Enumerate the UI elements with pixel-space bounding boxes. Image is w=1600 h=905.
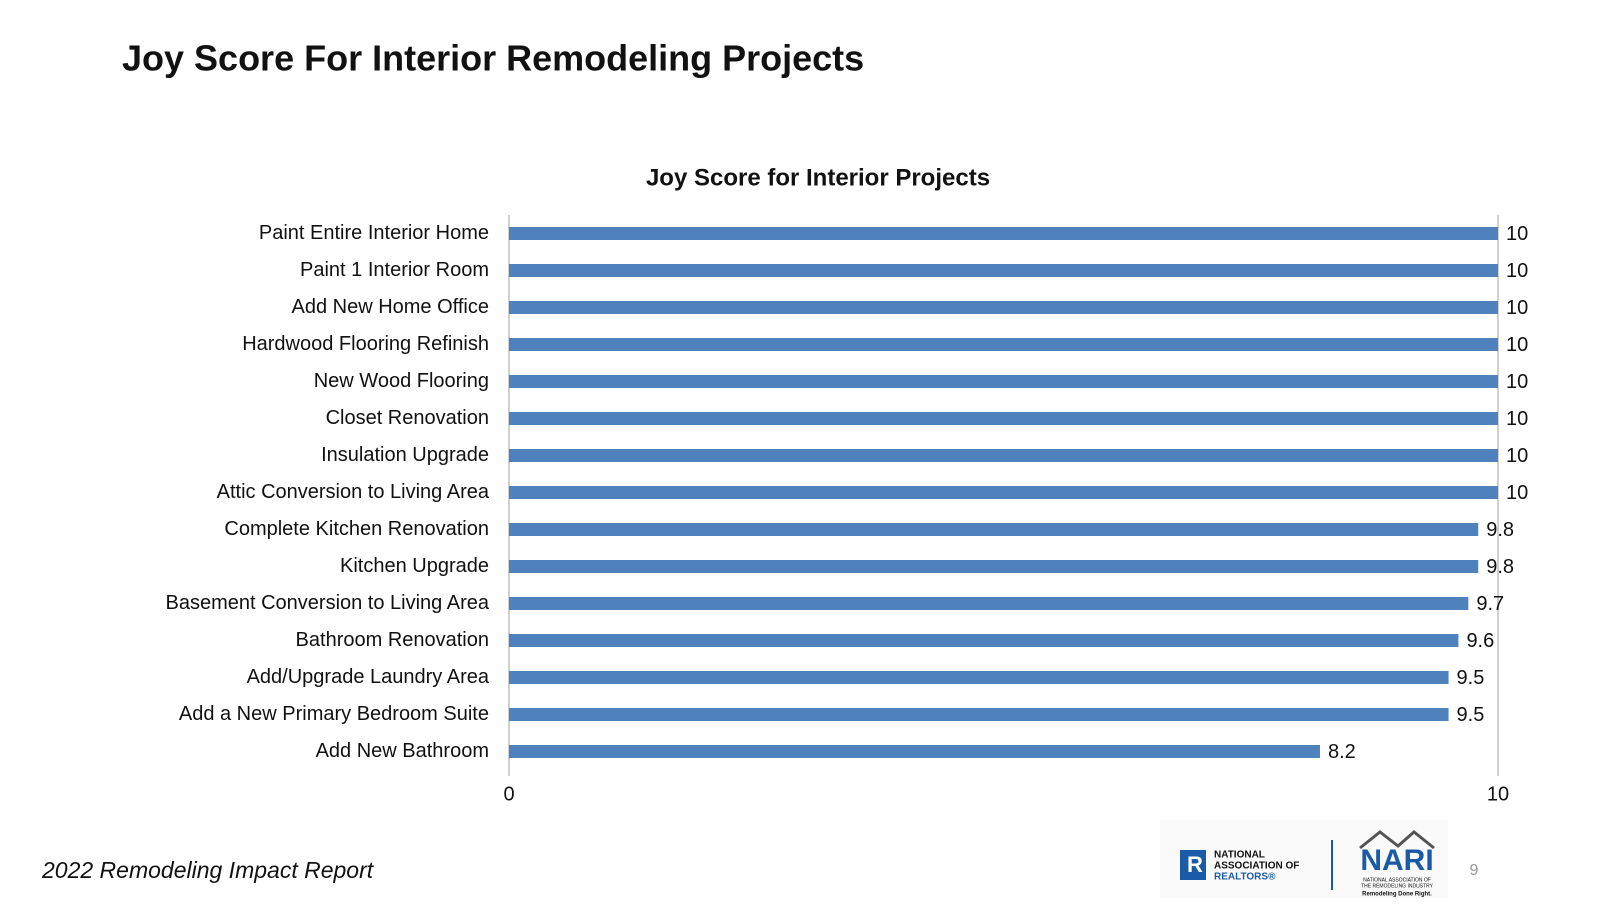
value-label: 9.5 <box>1457 704 1485 726</box>
category-label: Paint Entire Interior Home <box>259 222 489 244</box>
nari-subtitle: NATIONAL ASSOCIATION OF <box>1363 877 1431 883</box>
category-label: Paint 1 Interior Room <box>300 259 489 281</box>
realtors-text: ASSOCIATION OF <box>1214 861 1299 872</box>
nari-text: NARI <box>1360 844 1433 877</box>
category-label: Add New Bathroom <box>316 740 489 762</box>
realtors-text: REALTORS® <box>1214 872 1276 883</box>
nari-tagline: Remodeling Done Right. <box>1362 892 1432 898</box>
bar <box>509 227 1498 240</box>
bar <box>509 671 1449 684</box>
realtors-mark <box>1180 850 1206 880</box>
nari-subtitle: THE REMODELING INDUSTRY <box>1361 883 1434 889</box>
slide-title: Joy Score For Interior Remodeling Projec… <box>122 38 864 79</box>
footer: 2022 Remodeling Impact Report <box>41 857 375 883</box>
value-label: 10 <box>1506 297 1528 319</box>
category-label: Complete Kitchen Renovation <box>224 518 489 540</box>
realtors-letter: R <box>1187 852 1203 877</box>
value-label: 8.2 <box>1328 741 1356 763</box>
x-tick-label: 0 <box>503 783 514 805</box>
category-label: Kitchen Upgrade <box>340 555 489 577</box>
bar <box>509 375 1498 388</box>
value-label: 10 <box>1506 334 1528 356</box>
category-label: Add a New Primary Bedroom Suite <box>179 703 489 725</box>
value-label: 10 <box>1506 408 1528 430</box>
bar <box>509 264 1498 277</box>
value-label: 9.5 <box>1457 667 1485 689</box>
value-label: 10 <box>1506 260 1528 282</box>
realtors-text: NATIONAL <box>1214 850 1265 861</box>
category-label: Bathroom Renovation <box>296 629 489 651</box>
category-label: Hardwood Flooring Refinish <box>242 333 489 355</box>
value-label: 10 <box>1506 445 1528 467</box>
bar <box>509 301 1498 314</box>
category-label: Attic Conversion to Living Area <box>217 481 490 503</box>
category-label: Closet Renovation <box>326 407 489 429</box>
bar <box>509 597 1469 610</box>
chart-title: Joy Score for Interior Projects <box>646 164 990 191</box>
bar <box>509 449 1498 462</box>
category-label: Insulation Upgrade <box>321 444 489 466</box>
category-label: New Wood Flooring <box>314 370 489 392</box>
value-label: 10 <box>1506 223 1528 245</box>
logos: R NATIONAL ASSOCIATION OF REALTORS® NARI… <box>1160 820 1448 898</box>
category-label: Add New Home Office <box>292 296 490 318</box>
value-label: 10 <box>1506 371 1528 393</box>
bar <box>509 745 1320 758</box>
logo-background <box>1160 820 1448 898</box>
value-label: 9.8 <box>1486 519 1514 541</box>
value-label: 10 <box>1506 482 1528 504</box>
nari-roof <box>1359 830 1435 850</box>
value-label: 9.7 <box>1476 593 1504 615</box>
category-label: Add/Upgrade Laundry Area <box>247 666 490 688</box>
page-number: 9 <box>1470 862 1479 879</box>
value-label: 9.8 <box>1486 556 1514 578</box>
bar <box>509 412 1498 425</box>
bar <box>509 708 1449 721</box>
bar <box>509 523 1479 536</box>
bar <box>509 486 1498 499</box>
bar <box>509 560 1479 573</box>
bar <box>509 634 1459 647</box>
category-label: Basement Conversion to Living Area <box>165 592 489 614</box>
x-tick-label: 10 <box>1487 783 1509 805</box>
value-label: 9.6 <box>1466 630 1494 652</box>
bar <box>509 338 1498 351</box>
